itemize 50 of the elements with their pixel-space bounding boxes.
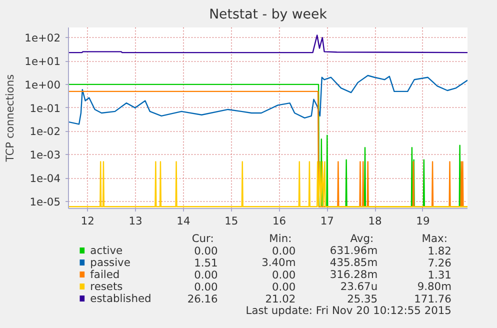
x-tick-label: 19 — [416, 214, 430, 228]
text: Min: — [269, 232, 292, 245]
line-series — [68, 74, 468, 125]
text: Max: — [422, 232, 448, 245]
legend-label: failed — [90, 268, 120, 281]
text: 23.67u — [340, 280, 378, 293]
text: 0.00 — [194, 280, 218, 294]
text: 1.82 — [428, 244, 452, 258]
y-tick-label: 1e+00 — [24, 78, 61, 92]
text: 9.80m — [417, 280, 452, 293]
text: 631.96m — [330, 244, 378, 257]
x-tick-label: 16 — [272, 214, 286, 228]
text: 0.00 — [194, 244, 218, 258]
text: 7.26 — [428, 256, 452, 270]
text: 26.16 — [187, 292, 218, 306]
text: 0.00 — [272, 268, 296, 282]
line-series — [68, 34, 468, 54]
x-tick-label: 17 — [320, 214, 334, 228]
text: 316.28m — [330, 268, 378, 281]
legend-label: passive — [90, 256, 130, 269]
y-tick-label: 1e-05 — [30, 195, 61, 208]
x-tick-label: 15 — [224, 214, 238, 228]
x-tick-label: 12 — [80, 214, 94, 228]
y-tick-label: 1e+02 — [24, 32, 61, 45]
text: 1.51 — [194, 256, 218, 270]
y-tick-label: 1e-02 — [30, 125, 61, 138]
y-tick-label: 1e-03 — [30, 148, 61, 162]
text: Last update: Fri Nov 20 10:12:55 2015 — [246, 304, 452, 317]
text: Cur: — [192, 232, 214, 245]
y-tick-label: 1e-04 — [30, 172, 61, 186]
legend-label: established — [90, 292, 152, 305]
text: 3.40m — [262, 256, 296, 269]
x-tick-label: 14 — [176, 214, 190, 228]
y-tick-label: 1e-01 — [30, 102, 61, 115]
y-tick-label: 1e+01 — [24, 55, 61, 68]
x-tick-label: 13 — [128, 214, 142, 228]
legend-label: resets — [90, 280, 124, 293]
text: 0.00 — [272, 244, 296, 258]
x-tick-label: 18 — [368, 214, 382, 228]
y-axis-title: TCP connections — [4, 74, 17, 163]
text: 1.31 — [428, 268, 452, 282]
text: Avg: — [350, 232, 374, 245]
text: 171.76 — [414, 292, 452, 306]
text: 21.02 — [265, 292, 296, 306]
text: 25.35 — [347, 292, 378, 306]
text: 0.00 — [272, 280, 296, 294]
text: 0.00 — [194, 268, 218, 282]
text: 435.85m — [330, 256, 378, 269]
chart-title: Netstat - by week — [209, 8, 328, 22]
legend-label: active — [90, 244, 123, 257]
